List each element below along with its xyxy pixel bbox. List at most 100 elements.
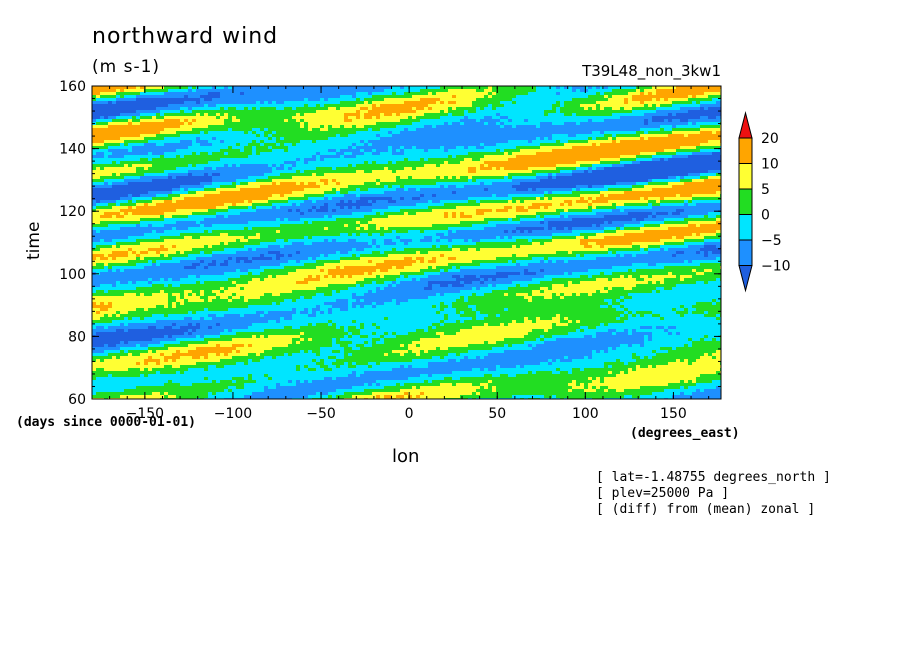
heatmap-cell: [356, 161, 361, 165]
heatmap-cell: [592, 170, 597, 174]
heatmap-cell: [360, 122, 365, 126]
heatmap-cell: [228, 140, 233, 144]
heatmap-cell: [416, 86, 421, 90]
heatmap-cell: [332, 101, 337, 105]
heatmap-cell: [476, 167, 481, 171]
heatmap-cell: [196, 110, 201, 114]
heatmap-cell: [436, 125, 441, 129]
heatmap-cell: [560, 92, 565, 96]
heatmap-cell: [584, 176, 589, 180]
heatmap-cell: [104, 161, 109, 165]
heatmap-cell: [632, 140, 637, 144]
heatmap-cell: [436, 113, 441, 117]
heatmap-cell: [372, 149, 377, 153]
heatmap-cell: [504, 155, 509, 159]
heatmap-cell: [584, 125, 589, 129]
heatmap-cell: [112, 101, 117, 105]
heatmap-cell: [184, 152, 189, 156]
heatmap-cell: [476, 113, 481, 117]
heatmap-cell: [112, 89, 117, 93]
heatmap-cell: [696, 122, 701, 126]
heatmap-cell: [464, 122, 469, 126]
heatmap-cell: [536, 176, 541, 180]
heatmap-cell: [576, 155, 581, 159]
heatmap-cell: [436, 149, 441, 153]
heatmap-cell: [104, 134, 109, 138]
heatmap-cell: [288, 143, 293, 147]
heatmap-cell: [248, 173, 253, 177]
heatmap-cell: [340, 149, 345, 153]
heatmap-cell: [304, 89, 309, 93]
heatmap-cell: [640, 113, 645, 117]
heatmap-cell: [440, 143, 445, 147]
heatmap-cell: [652, 95, 657, 99]
heatmap-cell: [288, 140, 293, 144]
heatmap-cell: [708, 137, 713, 141]
heatmap-cell: [628, 134, 633, 138]
heatmap-cell: [116, 173, 121, 177]
heatmap-cell: [240, 176, 245, 180]
heatmap-cell: [352, 176, 357, 180]
heatmap-cell: [588, 149, 593, 153]
heatmap-cell: [688, 89, 693, 93]
heatmap-cell: [624, 140, 629, 144]
heatmap-cell: [292, 86, 297, 90]
heatmap-cell: [520, 104, 525, 108]
heatmap-cell: [712, 140, 717, 144]
heatmap-cell: [116, 176, 121, 180]
heatmap-cell: [196, 89, 201, 93]
heatmap-cell: [288, 134, 293, 138]
heatmap-cell: [324, 164, 329, 168]
heatmap-cell: [640, 131, 645, 135]
heatmap-cell: [420, 110, 425, 114]
heatmap-cell: [644, 143, 649, 147]
heatmap-cell: [272, 137, 277, 141]
heatmap-cell: [220, 107, 225, 111]
heatmap-cell: [316, 143, 321, 147]
heatmap-cell: [460, 92, 465, 96]
heatmap-cell: [112, 137, 117, 141]
heatmap-cell: [680, 173, 685, 177]
heatmap-cell: [248, 161, 253, 165]
heatmap-cell: [220, 125, 225, 129]
heatmap-cell: [372, 125, 377, 129]
heatmap-cell: [388, 122, 393, 126]
heatmap-cell: [176, 146, 181, 150]
heatmap-cell: [540, 104, 545, 108]
heatmap-cell: [496, 104, 501, 108]
heatmap-cell: [312, 122, 317, 126]
heatmap-cell: [464, 98, 469, 102]
heatmap-cell: [192, 95, 197, 99]
heatmap-cell: [608, 110, 613, 114]
heatmap-cell: [612, 170, 617, 174]
heatmap-cell: [272, 131, 277, 135]
heatmap-cell: [340, 179, 345, 183]
heatmap-cell: [468, 131, 473, 135]
heatmap-cell: [628, 116, 633, 120]
heatmap-cell: [308, 161, 313, 165]
heatmap-cell: [340, 170, 345, 174]
heatmap-cell: [152, 125, 157, 129]
heatmap-cell: [476, 86, 481, 90]
heatmap-cell: [608, 167, 613, 171]
heatmap-cell: [416, 146, 421, 150]
heatmap-cell: [140, 122, 145, 126]
heatmap-cell: [260, 173, 265, 177]
heatmap-cell: [404, 95, 409, 99]
heatmap-cell: [540, 119, 545, 123]
heatmap-cell: [428, 128, 433, 132]
heatmap-cell: [552, 98, 557, 102]
heatmap-cell: [632, 104, 637, 108]
heatmap-cell: [464, 140, 469, 144]
heatmap-cell: [280, 176, 285, 180]
heatmap-cell: [648, 167, 653, 171]
heatmap-cell: [128, 155, 133, 159]
heatmap-cell: [576, 116, 581, 120]
heatmap-cell: [468, 152, 473, 156]
heatmap-cell: [372, 98, 377, 102]
heatmap-cell: [500, 143, 505, 147]
heatmap-cell: [264, 107, 269, 111]
heatmap-cell: [516, 104, 521, 108]
heatmap-cell: [176, 134, 181, 138]
heatmap-cell: [620, 161, 625, 165]
